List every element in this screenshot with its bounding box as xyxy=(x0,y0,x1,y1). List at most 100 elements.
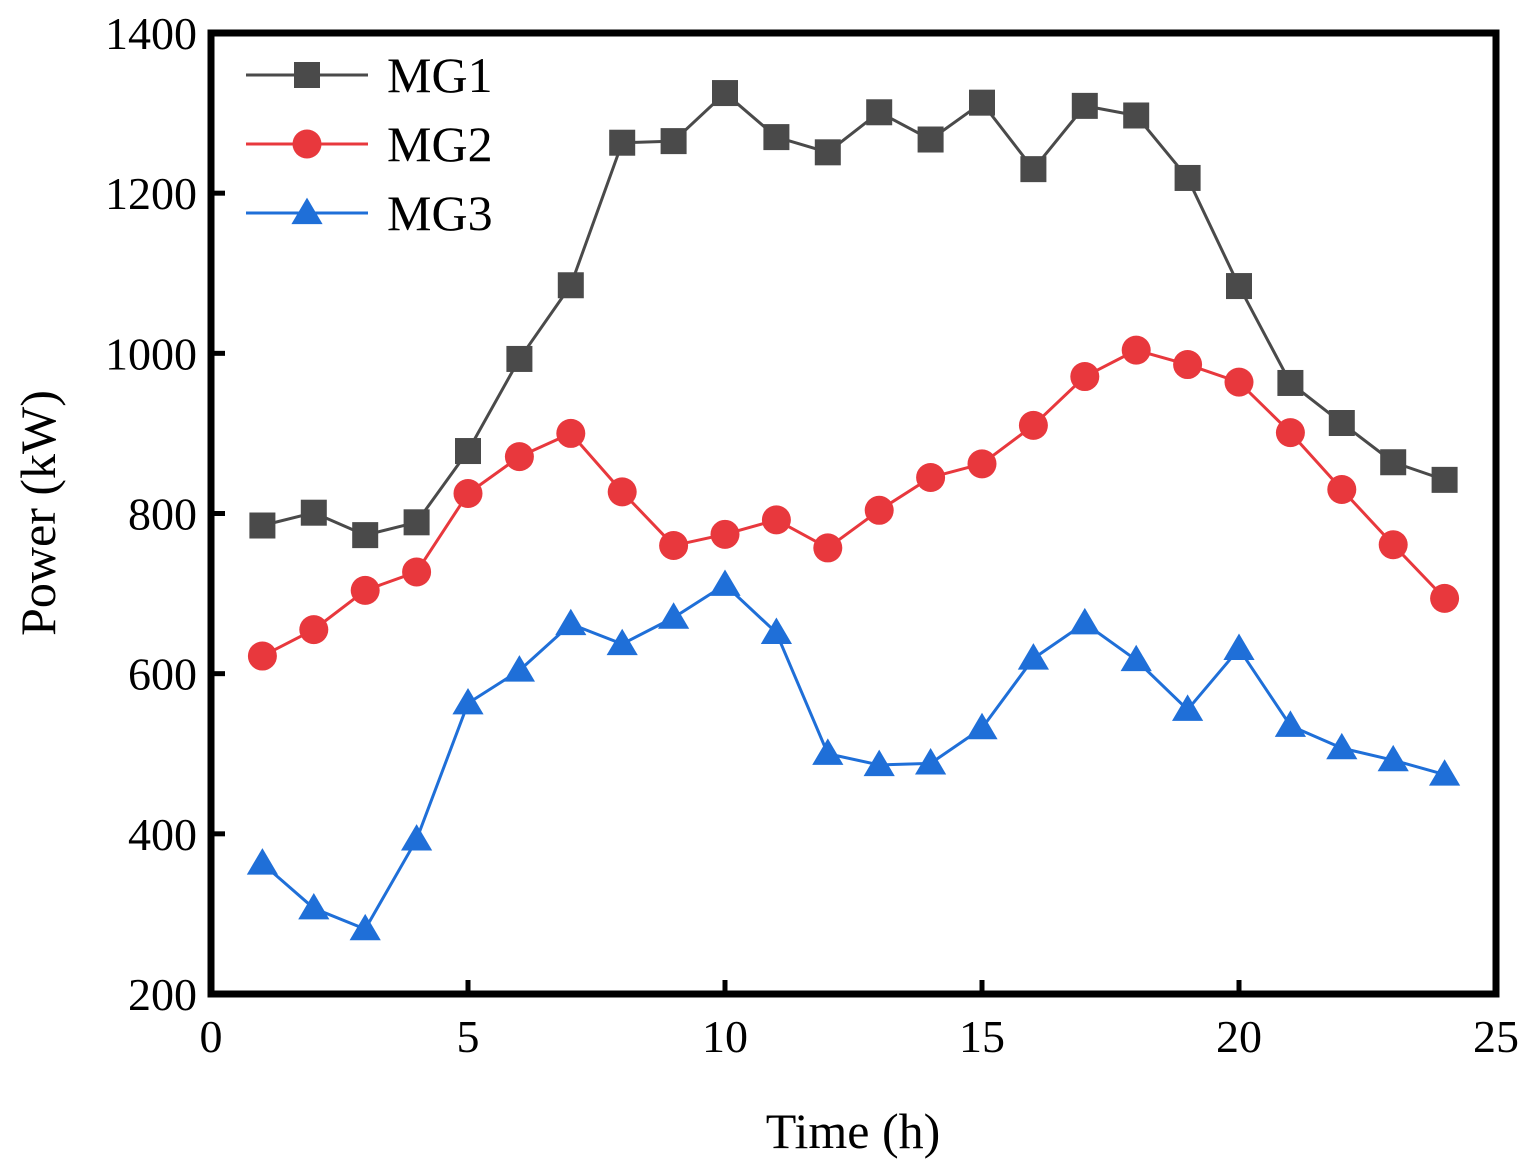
data-point-mg3 xyxy=(298,892,330,920)
data-point-mg2 xyxy=(247,641,277,671)
data-point-mg1 xyxy=(1328,410,1355,437)
data-point-mg1 xyxy=(609,129,636,156)
data-point-mg1 xyxy=(557,272,584,299)
data-point-mg2 xyxy=(1275,418,1305,448)
legend-marker xyxy=(292,129,322,159)
y-tick-label: 400 xyxy=(128,809,197,860)
data-point-mg1 xyxy=(1123,102,1150,129)
data-point-mg3 xyxy=(966,712,998,740)
data-point-mg1 xyxy=(1020,156,1047,183)
data-point-mg3 xyxy=(1274,710,1306,737)
data-point-mg1 xyxy=(1071,92,1098,119)
data-point-mg3 xyxy=(1377,744,1409,772)
data-point-mg1 xyxy=(249,512,276,539)
data-point-mg2 xyxy=(710,519,740,549)
series-mg1 xyxy=(249,80,1458,549)
data-point-mg3 xyxy=(1120,644,1152,672)
data-point-mg2 xyxy=(1430,583,1460,613)
data-point-mg3 xyxy=(555,608,587,636)
data-point-mg2 xyxy=(1224,367,1254,397)
data-point-mg3 xyxy=(1172,694,1204,721)
data-point-mg1 xyxy=(917,126,944,153)
data-point-mg3 xyxy=(1017,643,1049,670)
series-mg2 xyxy=(247,335,1460,671)
data-point-mg2 xyxy=(556,418,586,448)
data-point-mg1 xyxy=(403,509,430,536)
legend-item-mg2: MG2 xyxy=(246,116,493,172)
data-point-mg2 xyxy=(453,478,483,508)
data-point-mg2 xyxy=(1018,410,1048,440)
data-point-mg3 xyxy=(1326,732,1358,760)
legend-marker xyxy=(291,197,323,225)
data-point-mg2 xyxy=(864,495,894,525)
x-axis-title: Time (h) xyxy=(766,1103,941,1159)
data-point-mg2 xyxy=(402,557,432,587)
y-tick-label: 1400 xyxy=(105,8,197,59)
y-tick-label: 600 xyxy=(128,649,197,700)
data-point-mg2 xyxy=(299,615,329,645)
data-point-mg1 xyxy=(1380,449,1407,476)
x-tick-label: 20 xyxy=(1216,1011,1262,1062)
data-point-mg3 xyxy=(452,687,484,715)
y-axis-title: Power (kW) xyxy=(10,390,66,636)
axes-layer: 0 5 10 15 20 25 200 400 600 800 1000 1200 1400 xyxy=(105,8,1519,1062)
data-point-mg1 xyxy=(1277,369,1304,396)
data-point-mg3 xyxy=(709,569,741,596)
data-point-mg3 xyxy=(1069,607,1101,635)
data-point-mg2 xyxy=(1070,362,1100,392)
x-tick-label: 15 xyxy=(959,1011,1005,1062)
series-layer xyxy=(246,80,1461,941)
series-mg3 xyxy=(246,569,1461,941)
data-point-mg1 xyxy=(712,80,738,107)
legend-label: MG1 xyxy=(387,47,493,103)
series-line-mg3 xyxy=(261,583,1446,931)
data-point-mg3 xyxy=(1429,759,1461,786)
data-point-mg1 xyxy=(1431,466,1458,493)
data-point-mg2 xyxy=(1173,350,1203,380)
data-point-mg1 xyxy=(763,124,790,151)
x-tick-label: 5 xyxy=(457,1011,480,1062)
data-point-mg2 xyxy=(1378,530,1408,560)
data-point-mg3 xyxy=(812,738,844,765)
data-point-mg1 xyxy=(969,89,995,116)
data-point-mg2 xyxy=(916,462,946,492)
legend-label: MG2 xyxy=(387,116,493,172)
series-line-mg2 xyxy=(261,348,1446,658)
data-point-mg1 xyxy=(660,128,687,155)
data-point-mg2 xyxy=(1121,335,1151,365)
data-point-mg1 xyxy=(814,139,841,166)
data-point-mg1 xyxy=(506,345,533,372)
legend-label: MG3 xyxy=(387,185,493,241)
data-point-mg3 xyxy=(401,824,433,851)
x-tick-label: 10 xyxy=(702,1011,748,1062)
data-point-mg2 xyxy=(967,449,997,479)
legend: MG1 MG2 MG3 xyxy=(246,47,493,241)
data-point-mg3 xyxy=(1223,633,1255,660)
data-point-mg3 xyxy=(606,628,638,656)
data-point-mg3 xyxy=(915,748,947,775)
data-point-mg3 xyxy=(863,749,895,777)
data-point-mg1 xyxy=(1174,164,1201,191)
legend-marker xyxy=(294,62,320,88)
data-point-mg1 xyxy=(352,522,379,549)
y-tick-label: 800 xyxy=(128,489,197,540)
y-tick-label: 1200 xyxy=(105,168,197,219)
data-point-mg2 xyxy=(607,477,637,507)
data-point-mg3 xyxy=(503,655,535,682)
legend-item-mg1: MG1 xyxy=(246,47,493,103)
data-point-mg1 xyxy=(455,438,481,465)
data-point-mg3 xyxy=(349,913,381,941)
x-tick-label: 25 xyxy=(1473,1011,1519,1062)
legend-item-mg3: MG3 xyxy=(246,185,493,241)
data-point-mg2 xyxy=(350,575,380,605)
y-tick-label: 1000 xyxy=(105,328,197,379)
data-point-mg2 xyxy=(659,531,689,561)
y-tick-label: 200 xyxy=(128,969,197,1020)
data-point-mg1 xyxy=(866,99,893,126)
data-point-mg1 xyxy=(300,499,327,526)
data-point-mg2 xyxy=(761,505,791,535)
data-point-mg2 xyxy=(504,442,534,472)
data-point-mg3 xyxy=(246,848,278,875)
x-tick-label: 0 xyxy=(200,1011,223,1062)
